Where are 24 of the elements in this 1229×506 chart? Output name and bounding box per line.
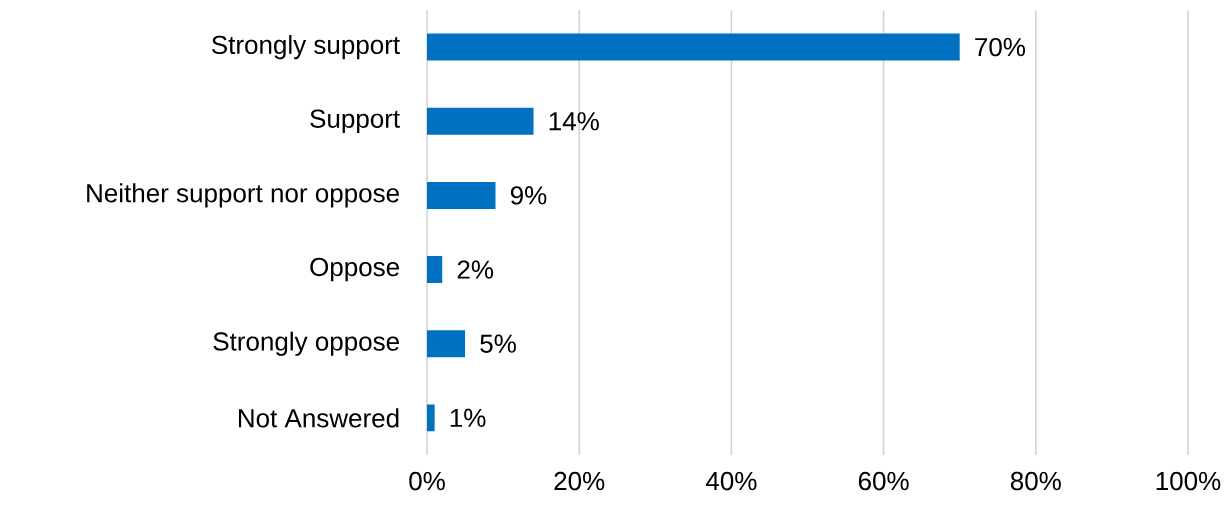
y-tick-label: Support	[310, 109, 400, 134]
data-label: 14%	[549, 112, 599, 131]
data-label: 1%	[450, 408, 486, 428]
data-label: 5%	[480, 334, 516, 353]
data-label: 2%	[457, 260, 494, 279]
bar	[427, 33, 960, 61]
x-tick-label: 40%	[705, 471, 757, 491]
y-tick-label: Oppose	[310, 257, 399, 282]
x-tick-label: 20%	[554, 471, 605, 491]
x-tick-label: 80%	[1010, 471, 1061, 491]
bar	[427, 256, 443, 284]
x-tick-label: 0%	[409, 471, 445, 491]
y-tick-label: Strongly oppose	[213, 331, 399, 356]
bar	[427, 330, 466, 358]
bar	[427, 404, 435, 432]
y-tick-label: Neither support nor oppose	[87, 183, 399, 208]
x-tick-label: 60%	[858, 471, 909, 491]
data-label: 9%	[510, 186, 547, 205]
data-label: 70%	[975, 37, 1025, 57]
bar	[427, 107, 534, 135]
bar	[427, 181, 496, 209]
y-tick-label: Strongly support	[212, 34, 400, 60]
y-tick-label: Not Answered	[238, 408, 399, 428]
x-tick-label: 100%	[1156, 471, 1221, 491]
